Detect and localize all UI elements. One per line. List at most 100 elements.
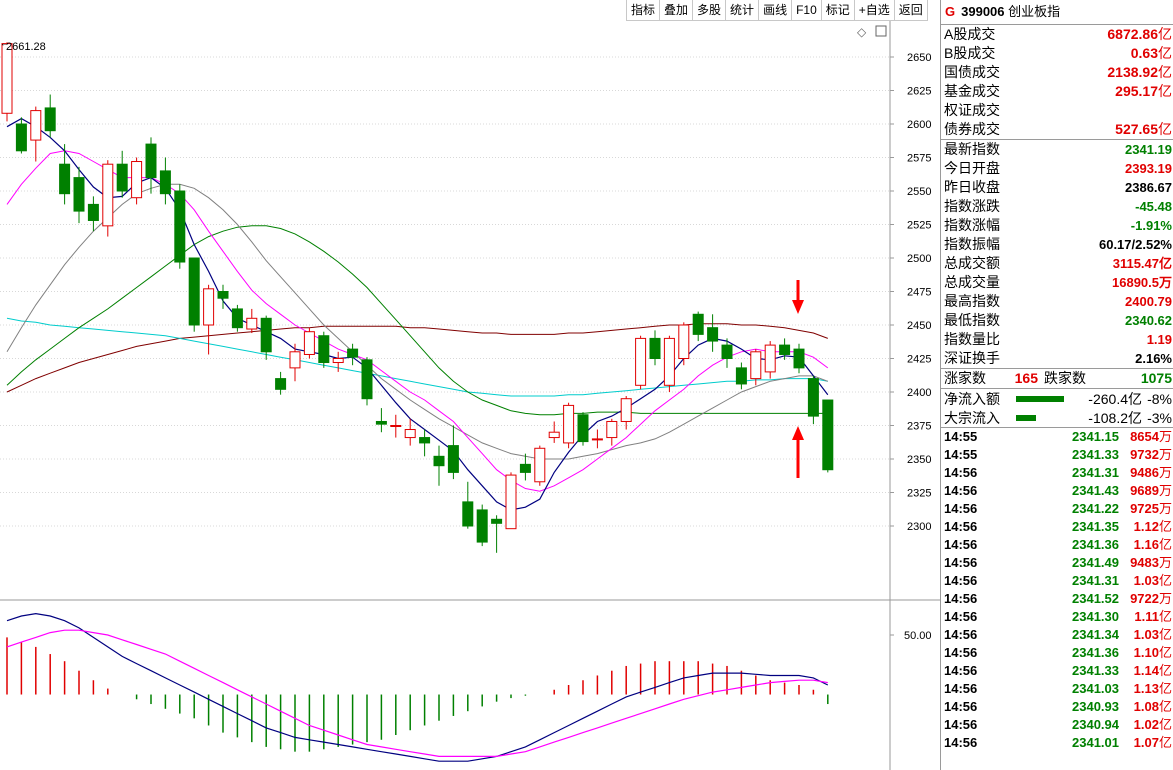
tick-list[interactable]: 14:55 2341.15 8654万 14:55 2341.33 9732万 14:56 2… — [941, 428, 1173, 752]
ma5-line — [6, 117, 829, 511]
tick-time: 14:56 — [944, 501, 978, 516]
tick-row[interactable]: 14:56 2341.36 1.16亿 — [941, 536, 1173, 554]
tick-unit: 万 — [1158, 447, 1172, 462]
quote-row: 最高指数 2400.79 — [941, 292, 1173, 311]
price-tick-label: 2325 — [907, 488, 931, 500]
quote-row: 今日开盘 2393.19 — [941, 159, 1173, 178]
down-candle — [73, 177, 85, 212]
index-name: 创业板指 — [1008, 4, 1061, 19]
tick-price: 2341.33 — [1072, 447, 1119, 462]
trade-row: 基金成交 295.17亿 — [941, 82, 1173, 101]
tick-row[interactable]: 14:56 2341.30 1.11亿 — [941, 608, 1173, 626]
price-tick-label: 2650 — [907, 52, 931, 64]
tick-volume: 9689 — [1130, 483, 1159, 498]
toolbar-f10-button[interactable]: F10 — [792, 0, 822, 20]
up-candle — [750, 351, 762, 380]
tick-row[interactable]: 14:55 2341.15 8654万 — [941, 428, 1173, 446]
tick-volume: 1.13 — [1133, 681, 1159, 696]
tick-row[interactable]: 14:56 2341.31 9486万 — [941, 464, 1173, 482]
tick-row[interactable]: 14:56 2341.36 1.10亿 — [941, 644, 1173, 662]
quote-row: 指数涨幅 -1.91% — [941, 216, 1173, 235]
toolbar-stats-button[interactable]: 统计 — [726, 0, 760, 20]
quote-value: 1.19 — [1146, 332, 1172, 347]
tick-time: 14:56 — [944, 555, 978, 570]
toolbar-draw-button[interactable]: 画线 — [759, 0, 793, 20]
toolbar-multistock-button[interactable]: 多股 — [693, 0, 727, 20]
toolbar-indicator-button[interactable]: 指标 — [627, 0, 661, 20]
tick-unit: 亿 — [1158, 699, 1172, 714]
price-tick-label: 2375 — [907, 421, 931, 433]
quote-row: 深证换手 2.16% — [941, 349, 1173, 368]
quote-label: 指数振幅 — [944, 236, 1000, 252]
price-tick-label: 2550 — [907, 186, 931, 198]
up-candle — [764, 344, 776, 373]
down-candle — [318, 335, 330, 364]
down-candle — [721, 344, 733, 360]
quote-value: 2341.19 — [1125, 142, 1172, 157]
price-tick-label: 2350 — [907, 454, 931, 466]
price-tick-label: 2300 — [907, 521, 931, 533]
tick-row[interactable]: 14:55 2341.33 9732万 — [941, 446, 1173, 464]
flow-pct: -3% — [1147, 409, 1172, 426]
down-candle — [692, 313, 704, 335]
tick-row[interactable]: 14:56 2341.43 9689万 — [941, 482, 1173, 500]
tick-row[interactable]: 14:56 2340.94 1.02亿 — [941, 716, 1173, 734]
toolbar-add-watchlist-button[interactable]: +自选 — [855, 0, 895, 20]
toolbar-back-button[interactable]: 返回 — [895, 0, 928, 20]
tick-row[interactable]: 14:56 2341.31 1.03亿 — [941, 572, 1173, 590]
down-count-value: 1075 — [1140, 370, 1172, 386]
down-count-label: 跌家数 — [1044, 370, 1086, 386]
tick-volume: 8654 — [1130, 429, 1159, 444]
restore-icon — [875, 25, 887, 37]
tick-time: 14:56 — [944, 663, 978, 678]
down-candle — [447, 445, 459, 473]
diamond-icon: ◇ — [857, 25, 867, 39]
quote-label: 昨日收盘 — [944, 179, 1000, 195]
tick-time: 14:56 — [944, 717, 978, 732]
tick-time: 14:56 — [944, 735, 978, 750]
macd-dea-line — [6, 629, 828, 758]
tick-row[interactable]: 14:56 2341.49 9483万 — [941, 554, 1173, 572]
down-candle — [44, 107, 56, 132]
tick-row[interactable]: 14:56 2341.35 1.12亿 — [941, 518, 1173, 536]
high-price-label: 2661.28 — [6, 41, 46, 53]
toolbar-mark-button[interactable]: 标记 — [822, 0, 855, 20]
tick-row[interactable]: 14:56 2341.01 1.07亿 — [941, 734, 1173, 752]
tick-row[interactable]: 14:56 2341.22 9725万 — [941, 500, 1173, 518]
kline-chart[interactable]: 2650 2625 2600 2575 2550 2525 2500 2475 2450 2425… — [0, 0, 940, 770]
tick-price: 2341.35 — [1072, 519, 1119, 534]
tick-price: 2341.36 — [1072, 537, 1119, 552]
tick-row[interactable]: 14:56 2340.93 1.08亿 — [941, 698, 1173, 716]
tick-unit: 亿 — [1158, 735, 1172, 750]
flow-value: -260.4亿 — [1088, 390, 1142, 407]
trade-value: 6872.86 — [1107, 26, 1158, 42]
tick-time: 14:55 — [944, 447, 978, 462]
tick-time: 14:56 — [944, 645, 978, 660]
toolbar-overlay-button[interactable]: 叠加 — [660, 0, 694, 20]
trade-row: 国债成交 2138.92亿 — [941, 63, 1173, 82]
up-candle — [289, 351, 301, 369]
trade-label: A股成交 — [944, 26, 996, 42]
tick-volume: 1.07 — [1133, 735, 1159, 750]
tick-unit: 亿 — [1158, 681, 1172, 696]
tick-row[interactable]: 14:56 2341.52 9722万 — [941, 590, 1173, 608]
trade-label: 权证成交 — [944, 102, 1000, 118]
down-candle — [159, 170, 171, 195]
tick-volume: 9732 — [1130, 447, 1159, 462]
tick-row[interactable]: 14:56 2341.33 1.14亿 — [941, 662, 1173, 680]
tick-unit: 亿 — [1158, 519, 1172, 534]
tick-time: 14:56 — [944, 627, 978, 642]
up-candle — [606, 420, 618, 439]
flow-bar — [1016, 414, 1036, 421]
down-candle — [217, 291, 229, 299]
tick-price: 2341.15 — [1072, 429, 1119, 444]
down-candle — [145, 143, 157, 179]
trade-value: 0.63 — [1130, 45, 1158, 61]
trade-unit: 亿 — [1158, 83, 1172, 99]
tick-row[interactable]: 14:56 2341.34 1.03亿 — [941, 626, 1173, 644]
tick-row[interactable]: 14:56 2341.03 1.13亿 — [941, 680, 1173, 698]
kline-chart-area[interactable]: 2650 2625 2600 2575 2550 2525 2500 2475 2450 2425… — [0, 0, 940, 770]
index-code: 399006 — [961, 4, 1005, 19]
tick-volume: 1.10 — [1133, 645, 1159, 660]
quote-label: 总成交额 — [944, 255, 1000, 271]
